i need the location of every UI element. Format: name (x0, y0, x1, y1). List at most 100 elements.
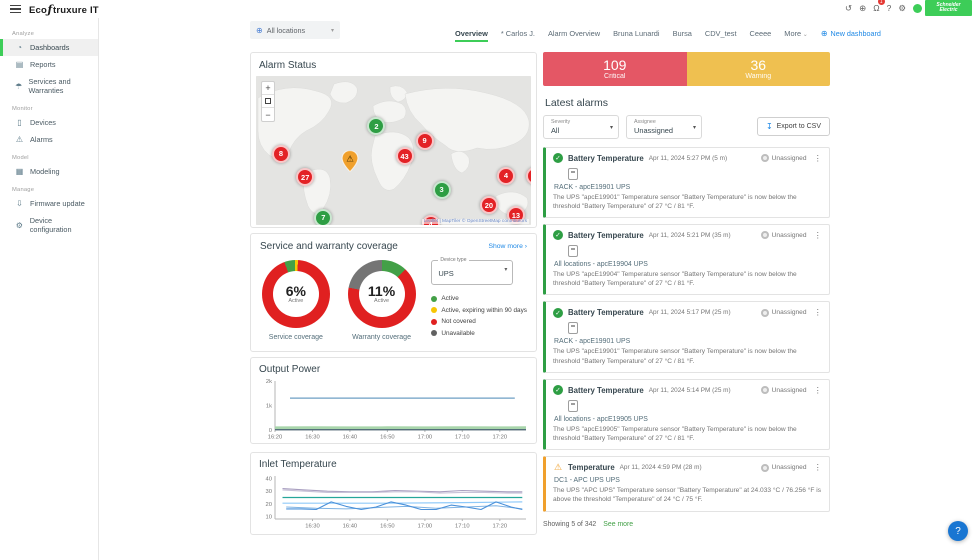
sidebar-item-services-and-warranties[interactable]: ☂ Services and Warranties (0, 73, 98, 99)
assignee-filter-select[interactable]: Assignee Unassigned ▾ (626, 115, 702, 139)
sidebar-item-label: Reports (30, 60, 56, 69)
assignee-chip[interactable]: Unassigned (760, 386, 807, 395)
critical-count: 109 (603, 57, 627, 73)
alarm-list-item[interactable]: ✓ Battery Temperature Apr 11, 2024 5:27 … (543, 146, 830, 218)
alarm-timestamp: Apr 11, 2024 4:59 PM (28 m) (619, 464, 702, 472)
alarm-location: All locations - apcE19905 UPS (554, 415, 648, 423)
assignee-chip[interactable]: Unassigned (760, 154, 807, 162)
alarm-cluster-marker[interactable]: 2 (367, 117, 386, 136)
severity-filter-select[interactable]: Severity All ▾ (543, 115, 619, 139)
gauge-icon: ◔ (17, 43, 22, 52)
assignee-chip[interactable]: Unassigned (760, 463, 807, 472)
see-more-link[interactable]: See more (603, 520, 634, 528)
alarm-list-item[interactable]: ✓ Battery Temperature Apr 11, 2024 5:14 … (543, 378, 830, 451)
location-filter-value: All locations (266, 25, 306, 35)
svg-text:16:50: 16:50 (380, 524, 395, 530)
assignee-avatar-icon (760, 231, 769, 240)
show-more-link[interactable]: Show more › (488, 243, 527, 250)
export-csv-button[interactable]: ↧ Export to CSV (756, 117, 830, 137)
new-dashboard-button[interactable]: ⊕ New dashboard (821, 29, 881, 42)
alarm-description: The UPS "APC UPS" Temperature sensor "Ba… (553, 487, 822, 504)
critical-counter[interactable]: 109 Critical (543, 52, 687, 86)
tab-ceeee[interactable]: Ceeee (749, 29, 772, 38)
alarm-list-item[interactable]: ✓ Battery Temperature Apr 11, 2024 5:17 … (543, 301, 830, 373)
output-power-title: Output Power (259, 364, 321, 375)
alarm-severity-icon: ✓ (553, 153, 563, 163)
notification-badge: 1 (877, 0, 885, 5)
menu-icon[interactable] (10, 3, 21, 15)
svg-text:17:20: 17:20 (493, 524, 508, 530)
alarm-cluster-marker[interactable]: 4 (496, 166, 515, 185)
coverage-legend: Active Active, expiring within 90 days Not… (431, 295, 527, 337)
zoom-out-button[interactable]: − (265, 109, 271, 120)
warning-counter[interactable]: 36 Warning (686, 52, 830, 86)
tab-more[interactable]: More ⌄ (784, 29, 808, 38)
tab-alarm-overview[interactable]: Alarm Overview (547, 29, 601, 38)
alarm-cluster-marker[interactable]: 3 (432, 180, 451, 199)
service-coverage-donut: 6% Active Service coverage (260, 260, 332, 341)
kebab-menu-icon[interactable]: ⋮ (813, 229, 823, 240)
warranty-coverage-donut: 11% Active Warranty coverage (346, 260, 418, 341)
tab-overview[interactable]: Overview (455, 29, 488, 42)
alarm-cluster-marker[interactable]: 20 (479, 196, 498, 215)
alarm-location: RACK - apcE19901 UPS (554, 183, 631, 191)
globe-icon[interactable]: ⊕ (859, 3, 867, 13)
tab-cdv-test[interactable]: CDV_test (704, 29, 737, 38)
svg-text:⚠: ⚠ (347, 154, 355, 164)
alarm-cluster-marker[interactable]: 27 (296, 168, 315, 187)
alarm-cluster-marker[interactable]: 7 (314, 208, 333, 225)
warranty-coverage-percent: 11% (367, 283, 396, 299)
kebab-menu-icon[interactable]: ⋮ (813, 462, 823, 473)
sidebar-item-alarms[interactable]: ⚠ Alarms (0, 131, 98, 148)
sidebar-item-modeling[interactable]: ▦ Modeling (0, 163, 98, 180)
zoom-fit-button[interactable] (262, 95, 274, 108)
kebab-menu-icon[interactable]: ⋮ (813, 384, 823, 395)
warning-pin-marker[interactable]: ⚠ (341, 150, 359, 177)
device-type-select[interactable]: Device type UPS ▾ (431, 257, 514, 285)
tab-bursa[interactable]: Bursa (672, 29, 692, 38)
alarm-timestamp: Apr 11, 2024 5:14 PM (25 m) (648, 386, 731, 394)
svg-text:16:40: 16:40 (343, 435, 358, 441)
svg-text:1k: 1k (266, 404, 272, 410)
device-icon: ▯ (17, 118, 22, 127)
inlet-temperature-chart[interactable]: 10 20 30 40 16:30 16:40 16:50 17:00 17:10 17:20 (259, 472, 531, 530)
inlet-temperature-card: Inlet Temperature 10 20 30 40 16:30 16:40 16:5… (250, 452, 537, 535)
help-fab-button[interactable]: ? (948, 521, 968, 541)
alarm-cluster-marker[interactable]: 8 (272, 144, 291, 163)
map-attribution[interactable]: Leaflet | MapTiler © OpenStreetMap contr… (421, 219, 529, 224)
svg-text:16:50: 16:50 (380, 435, 395, 441)
tab-carlos-j[interactable]: * Carlos J. (500, 29, 535, 38)
alarm-counters: 109 Critical 36 Warning (543, 52, 830, 86)
tab-bruna-lunardi[interactable]: Bruna Lunardi (613, 29, 660, 38)
sidebar-item-reports[interactable]: ▤ Reports (0, 56, 98, 73)
settings-gear-icon[interactable]: ⚙ (898, 3, 906, 13)
svg-text:16:20: 16:20 (268, 435, 283, 441)
location-filter-select[interactable]: ⊕ All locations ▾ (250, 21, 340, 39)
alarm-cluster-marker[interactable]: 9 (415, 131, 434, 150)
warranty-coverage-ring[interactable]: 11% Active (347, 260, 416, 328)
output-power-chart[interactable]: 0 1k 2k 16:20 16:30 16:40 16:50 17:00 17:10 17:20 (259, 377, 531, 441)
chevron-down-icon: ⌄ (801, 32, 808, 38)
help-icon[interactable]: ? (886, 3, 892, 13)
location-globe-icon: ⊕ (256, 25, 263, 35)
assignee-chip[interactable]: Unassigned (760, 308, 807, 317)
history-icon[interactable]: ↺ (845, 3, 853, 13)
kebab-menu-icon[interactable]: ⋮ (813, 152, 823, 163)
chevron-down-icon: ▾ (609, 125, 613, 131)
zoom-in-button[interactable]: + (262, 82, 274, 95)
assignee-chip[interactable]: Unassigned (760, 231, 807, 240)
service-coverage-ring[interactable]: 6% Active (261, 260, 330, 328)
sidebar-item-dashboards[interactable]: ◔ Dashboards (0, 39, 98, 56)
sidebar-item-label: Services and Warranties (28, 77, 71, 95)
kebab-menu-icon[interactable]: ⋮ (813, 307, 823, 318)
sidebar-item-firmware-update[interactable]: ⇩ Firmware update (0, 195, 98, 212)
account-avatar[interactable] (913, 3, 922, 13)
sidebar-item-device-configuration[interactable]: ⚙ Device configuration (0, 212, 98, 238)
sidebar-item-devices[interactable]: ▯ Devices (0, 114, 98, 131)
alarm-list-item[interactable]: ✓ Battery Temperature Apr 11, 2024 5:21 … (543, 223, 830, 296)
assignee-filter-value: Unassigned (634, 125, 674, 135)
alarm-cluster-marker[interactable]: 43 (395, 147, 414, 165)
alarm-list-item[interactable]: ⚠ Temperature Apr 11, 2024 4:59 PM (28 m… (543, 456, 830, 512)
